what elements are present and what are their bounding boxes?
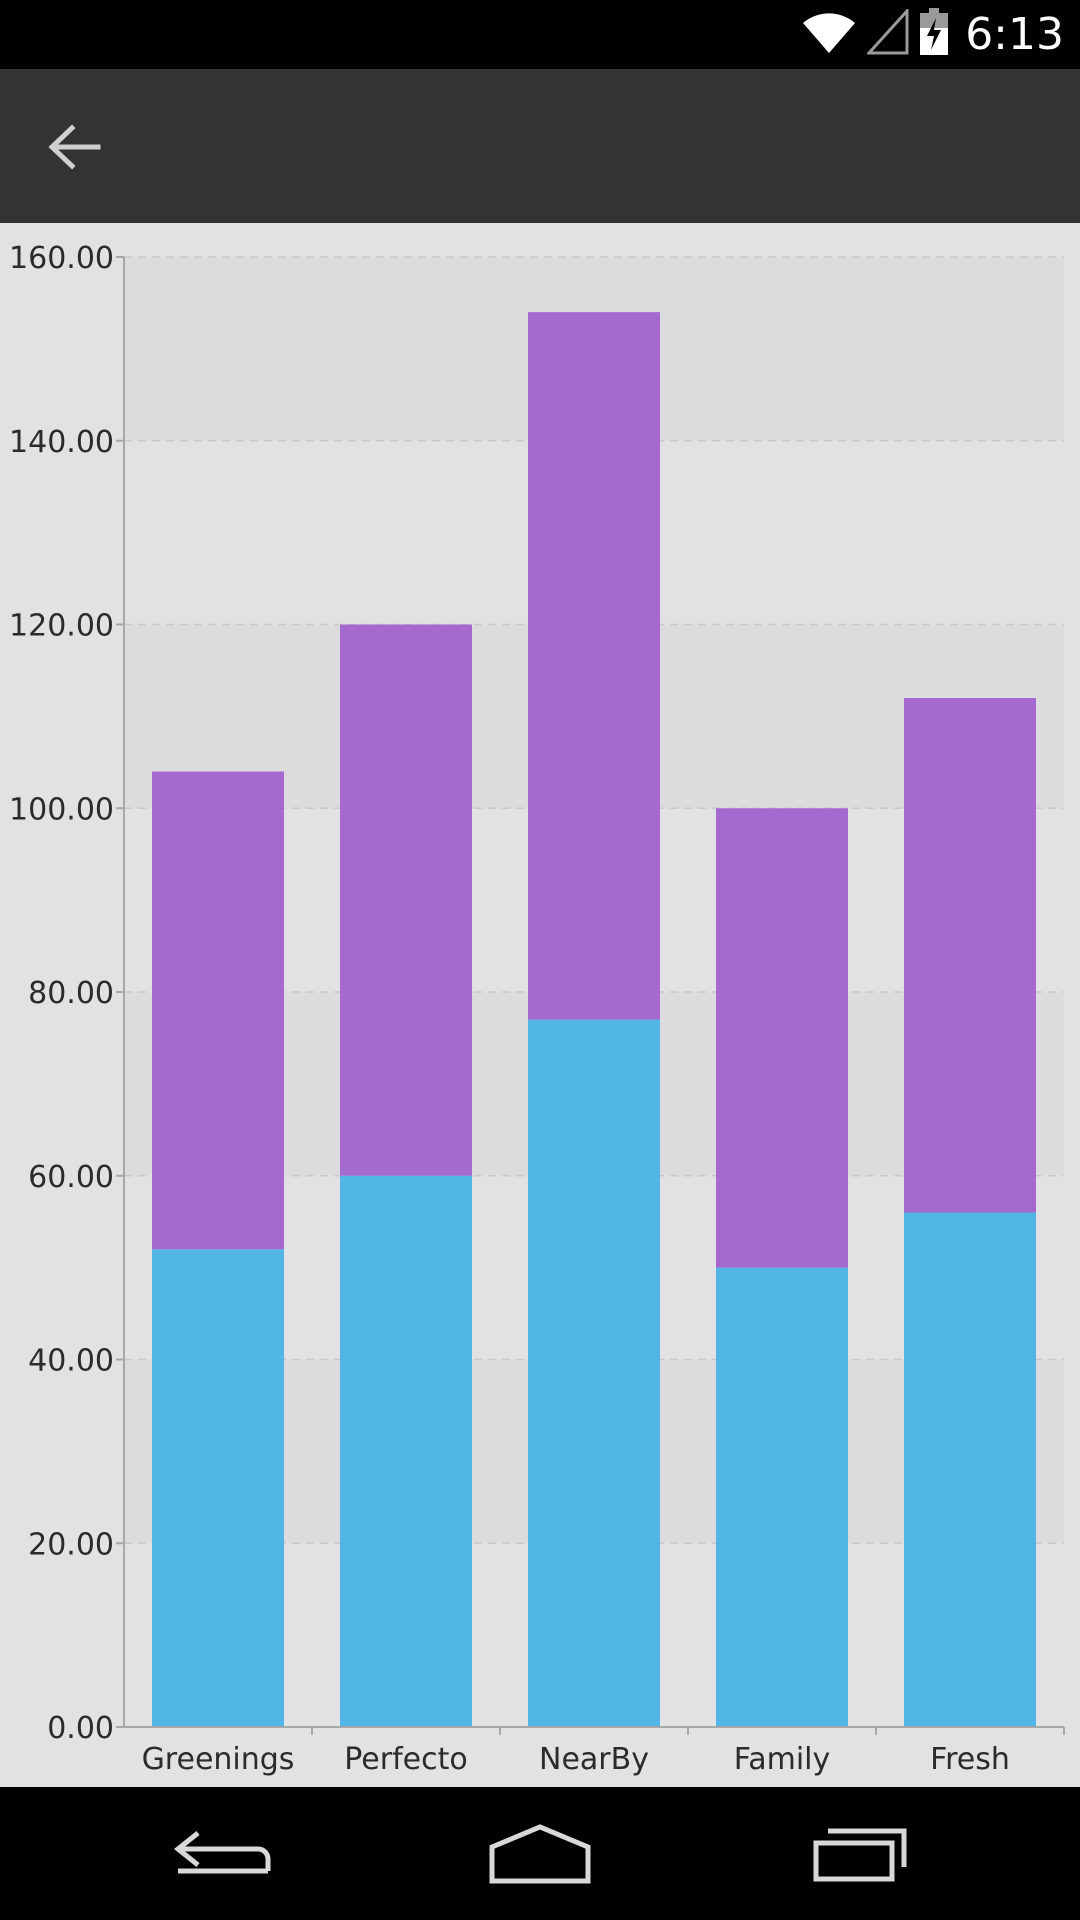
y-tick-label: 140.00 bbox=[9, 425, 114, 460]
app-bar bbox=[0, 69, 1080, 223]
y-tick-label: 160.00 bbox=[9, 241, 114, 276]
nav-home-button[interactable] bbox=[470, 1807, 610, 1897]
recents-nav-icon bbox=[790, 1828, 930, 1901]
y-tick-label: 40.00 bbox=[28, 1344, 114, 1379]
nav-bar bbox=[0, 1787, 1080, 1920]
back-nav-icon bbox=[150, 1831, 290, 1901]
bar-series2-perfecto bbox=[340, 624, 472, 1176]
x-tick-label: Greenings bbox=[142, 1742, 295, 1777]
x-tick-label: NearBy bbox=[539, 1742, 649, 1777]
arrow-left-icon bbox=[34, 124, 114, 186]
bar-series2-fresh bbox=[904, 698, 1036, 1213]
back-button[interactable] bbox=[34, 112, 114, 182]
bar-series1-fresh bbox=[904, 1212, 1036, 1727]
bar-series1-nearby bbox=[528, 1019, 660, 1727]
bar-series1-perfecto bbox=[340, 1175, 472, 1727]
y-tick-label: 100.00 bbox=[9, 792, 114, 827]
bar-series1-greenings bbox=[152, 1249, 284, 1727]
y-tick-label: 60.00 bbox=[28, 1160, 114, 1195]
signal-icon bbox=[865, 7, 909, 60]
bar-series2-family bbox=[716, 808, 848, 1268]
nav-back-button[interactable] bbox=[150, 1807, 290, 1897]
chart-area: 0.00 20.00 40.00 60.00 80.00 100.00 120.00 140.… bbox=[0, 223, 1080, 1787]
status-time: 6:13 bbox=[965, 9, 1064, 60]
y-tick-label: 120.00 bbox=[9, 609, 114, 644]
bar-series2-greenings bbox=[152, 771, 284, 1250]
stacked-bar-chart: 0.00 20.00 40.00 60.00 80.00 100.00 120.00 140.… bbox=[9, 241, 1065, 1777]
nav-recents-button[interactable] bbox=[790, 1807, 930, 1897]
x-tick-label: Family bbox=[734, 1742, 831, 1777]
status-icons: 6:13 bbox=[801, 0, 1064, 69]
home-nav-icon bbox=[470, 1824, 610, 1901]
x-tick-label: Perfecto bbox=[344, 1742, 467, 1777]
bar-series1-family bbox=[716, 1267, 848, 1727]
battery-charging-icon bbox=[919, 8, 949, 61]
status-bar: 6:13 bbox=[0, 0, 1080, 69]
wifi-icon bbox=[801, 9, 857, 60]
bar-series2-nearby bbox=[528, 312, 660, 1020]
y-tick-label: 0.00 bbox=[47, 1711, 114, 1746]
y-tick-label: 80.00 bbox=[28, 976, 114, 1011]
x-tick-label: Fresh bbox=[930, 1742, 1010, 1777]
y-tick-label: 20.00 bbox=[28, 1527, 114, 1562]
